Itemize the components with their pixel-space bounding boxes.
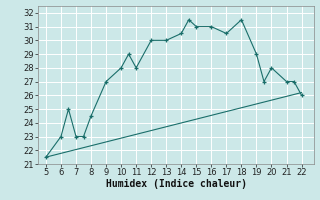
X-axis label: Humidex (Indice chaleur): Humidex (Indice chaleur) bbox=[106, 179, 246, 189]
